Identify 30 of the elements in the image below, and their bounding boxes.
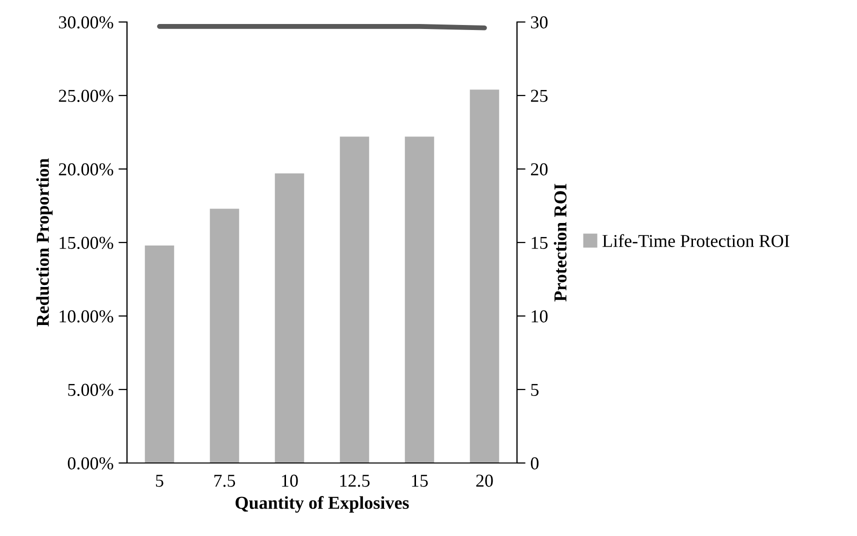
x-tick-label: 20 — [476, 474, 493, 487]
bar — [210, 208, 240, 463]
legend-label: Life-Time Protection ROI — [602, 234, 790, 248]
x-tick-label: 12.5 — [340, 474, 370, 487]
y-tick-label: 5.00% — [68, 384, 114, 396]
bar — [274, 173, 304, 463]
bar — [404, 136, 434, 463]
y2-tick-label: 20 — [530, 163, 548, 176]
bar — [144, 245, 174, 463]
y-tick-label: 0.00% — [68, 457, 114, 470]
y-tick-label: 10.00% — [60, 310, 114, 323]
x-tick-label: 15 — [412, 474, 428, 487]
x-tick-label: 7.5 — [214, 474, 236, 487]
y2-axis-title: Protection ROI — [554, 184, 567, 302]
y-tick-label: 20.00% — [58, 163, 114, 176]
y2-tick-label: 5 — [531, 384, 539, 396]
y-tick-label: 15.00% — [60, 236, 114, 250]
y-tick-label: 25.00% — [58, 90, 114, 102]
y-axis-title: Reduction Proportion — [36, 158, 53, 327]
y2-tick-label: 30 — [531, 16, 548, 28]
y2-tick-label: 25 — [530, 90, 548, 102]
x-tick-label: 5 — [156, 474, 164, 487]
x-axis-title: Quantity of Explosives — [236, 496, 409, 513]
y2-tick-label: 0 — [530, 457, 539, 470]
y2-tick-label: 15 — [532, 236, 548, 249]
bar — [470, 90, 500, 463]
bar — [340, 136, 370, 463]
x-tick-label: 10 — [282, 474, 298, 487]
y-tick-label: 30.00% — [59, 16, 114, 29]
y2-tick-label: 10 — [532, 310, 548, 322]
